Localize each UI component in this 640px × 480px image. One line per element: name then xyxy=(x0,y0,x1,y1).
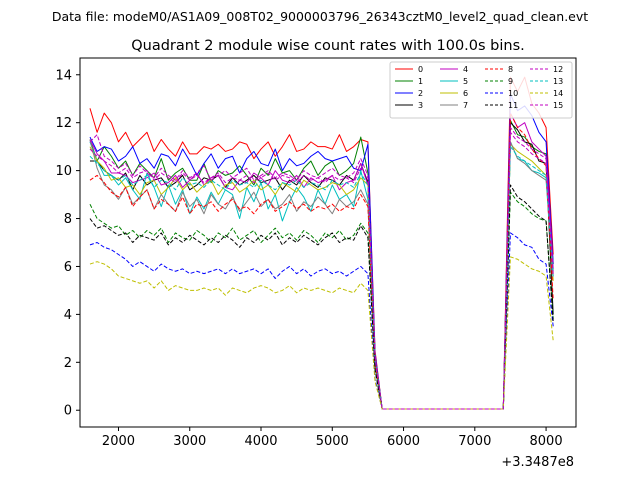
x-tick-label: 2000 xyxy=(102,434,135,449)
legend-label-6: 6 xyxy=(463,89,468,98)
series-line-10 xyxy=(89,232,554,410)
series-line-2 xyxy=(89,93,554,410)
x-tick-label: 7000 xyxy=(458,434,491,449)
x-axis: 2000 3000 4000 5000 6000 7000 8000 xyxy=(102,427,563,449)
series-line-0 xyxy=(89,76,554,410)
legend-label-8: 8 xyxy=(508,65,513,74)
axes-frame xyxy=(79,57,577,428)
x-offset-label: +3.3487e8 xyxy=(501,455,574,470)
series-line-15 xyxy=(89,131,554,410)
plot-area xyxy=(89,76,554,410)
y-tick-label: 4 xyxy=(64,308,72,323)
legend-label-11: 11 xyxy=(508,101,518,110)
legend-box xyxy=(389,61,573,119)
legend-label-3: 3 xyxy=(418,101,423,110)
y-tick-label: 8 xyxy=(64,212,72,227)
y-tick-label: 0 xyxy=(64,404,72,419)
series-line-13 xyxy=(89,146,554,410)
y-tick-label: 12 xyxy=(55,116,72,131)
series-line-9 xyxy=(89,191,554,410)
series-line-8 xyxy=(89,112,554,410)
legend-label-7: 7 xyxy=(463,101,468,110)
series-line-1 xyxy=(89,119,554,410)
figure-suptitle: Data file: modeM0/AS1A09_008T02_90000037… xyxy=(52,9,588,24)
x-tick-label: 8000 xyxy=(530,434,563,449)
x-tick-label: 3000 xyxy=(173,434,206,449)
legend-label-12: 12 xyxy=(553,65,563,74)
legend-label-0: 0 xyxy=(418,65,423,74)
series-line-14 xyxy=(89,256,554,410)
legend-label-1: 1 xyxy=(418,77,423,86)
y-tick-label: 6 xyxy=(64,260,72,275)
x-tick-label: 4000 xyxy=(244,434,277,449)
chart-title: Quadrant 2 module wise count rates with … xyxy=(131,38,525,54)
y-tick-label: 2 xyxy=(64,356,72,371)
legend-label-2: 2 xyxy=(418,89,423,98)
x-tick-label: 6000 xyxy=(387,434,420,449)
legend-label-10: 10 xyxy=(508,89,518,98)
series-line-6 xyxy=(89,143,554,410)
series-line-11 xyxy=(89,184,554,410)
y-tick-label: 10 xyxy=(55,164,72,179)
legend-label-4: 4 xyxy=(463,65,468,74)
legend-label-9: 9 xyxy=(508,77,513,86)
x-tick-label: 5000 xyxy=(316,434,349,449)
y-axis: 0 2 4 6 8 10 12 14 xyxy=(55,68,80,419)
legend-label-15: 15 xyxy=(553,101,563,110)
legend-label-14: 14 xyxy=(553,89,563,98)
y-tick-label: 14 xyxy=(55,68,72,83)
legend-label-13: 13 xyxy=(553,77,563,86)
legend-label-5: 5 xyxy=(463,77,468,86)
series-line-12 xyxy=(89,126,554,410)
